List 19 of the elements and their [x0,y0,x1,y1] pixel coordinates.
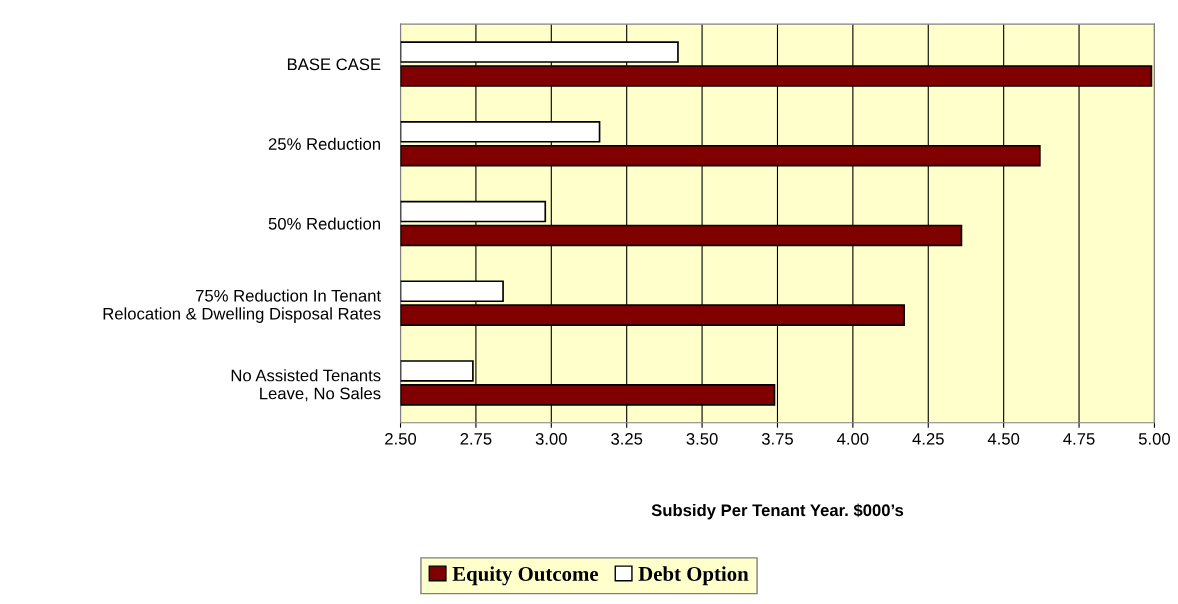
legend-label: Equity Outcome [452,566,599,586]
x-tick-label: 5.00 [1138,432,1171,445]
y-tick-label: 25% Reduction [268,137,380,150]
x-tick-label: 4.25 [912,432,944,445]
y-tick-label: 50% Reduction [268,217,380,230]
y-tick-label: BASE CASE [287,58,381,71]
x-tick-label: 2.50 [385,432,417,445]
x-axis-title: Subsidy Per Tenant Year. $000’s [651,503,904,520]
y-tick-label: 75% Reduction In Tenant Relocation & Dwelling Disposal Rates [103,289,381,323]
x-tick-label: 2.75 [460,432,492,445]
x-tick-label: 3.75 [761,432,793,445]
x-tick-label: 3.50 [686,432,718,445]
x-tick-label: 4.50 [987,432,1020,445]
x-tick-label: 3.00 [535,432,567,445]
x-tick-label: 3.25 [611,432,643,445]
x-tick-label: 4.75 [1063,433,1095,445]
x-tick-label: 4.00 [837,432,869,445]
legend-label: Debt Option [638,566,749,586]
y-tick-label: No Assisted Tenants Leave, No Sales [231,369,381,402]
